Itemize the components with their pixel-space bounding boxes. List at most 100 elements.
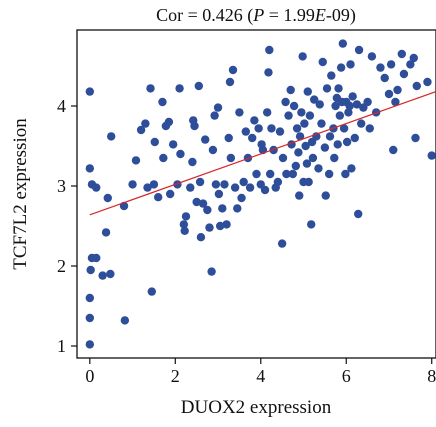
y-axis-label: TCF7L2 expression <box>10 118 31 270</box>
data-point <box>346 60 355 69</box>
data-point <box>85 313 95 323</box>
data-point <box>205 223 214 232</box>
data-point <box>347 164 356 173</box>
data-point <box>427 151 436 160</box>
data-point <box>333 140 342 149</box>
data-point <box>211 180 221 189</box>
x-tick-label: 2 <box>171 366 180 386</box>
data-point <box>222 220 231 229</box>
data-point <box>277 239 287 248</box>
data-point <box>317 119 326 128</box>
data-point <box>180 226 189 235</box>
data-point <box>318 57 327 67</box>
data-point <box>176 149 185 159</box>
x-axis-label: DUOX2 expression <box>181 397 332 418</box>
data-point <box>128 180 137 189</box>
data-point <box>273 177 283 187</box>
data-point <box>225 77 235 87</box>
data-point <box>298 52 307 61</box>
data-point <box>321 191 330 200</box>
data-point <box>278 153 288 163</box>
data-point <box>348 92 357 101</box>
data-point <box>224 133 233 143</box>
data-point <box>380 73 389 83</box>
data-point <box>391 97 400 107</box>
data-point <box>230 183 240 192</box>
data-point <box>282 169 291 179</box>
data-point <box>294 148 303 157</box>
data-point <box>159 153 168 163</box>
data-point <box>207 267 216 276</box>
data-point <box>397 49 407 59</box>
data-point <box>92 253 101 263</box>
data-point <box>308 153 318 163</box>
data-point <box>120 316 130 325</box>
data-point <box>210 111 219 120</box>
data-point <box>275 127 285 136</box>
data-point <box>201 135 210 144</box>
data-point <box>195 177 205 187</box>
data-point <box>292 124 302 133</box>
data-point <box>350 133 359 143</box>
data-point <box>260 185 270 195</box>
data-point <box>288 169 298 179</box>
x-tick-label: 8 <box>427 366 436 386</box>
data-point <box>106 269 115 279</box>
data-point <box>265 45 274 55</box>
data-point <box>389 145 398 155</box>
data-point <box>305 111 315 120</box>
data-point <box>203 205 212 215</box>
data-point <box>324 169 334 179</box>
data-point <box>241 127 251 136</box>
data-point <box>190 121 199 131</box>
y-tick-label: 1 <box>57 336 66 356</box>
data-point <box>154 193 163 202</box>
data-point <box>357 119 366 128</box>
data-point <box>365 124 374 133</box>
data-point <box>363 97 372 107</box>
data-point <box>228 65 238 75</box>
data-point <box>194 81 204 91</box>
data-point <box>342 137 352 147</box>
data-point <box>158 97 167 107</box>
data-point <box>344 108 353 117</box>
data-point <box>143 183 152 192</box>
title-prefix: Cor = 0.426 ( <box>156 5 253 26</box>
data-point <box>179 220 189 229</box>
data-point <box>248 133 257 143</box>
data-point <box>335 111 345 120</box>
data-point <box>196 233 206 242</box>
data-point <box>345 101 354 111</box>
data-point <box>295 132 305 141</box>
trend-line <box>89 91 436 216</box>
data-point <box>264 68 273 77</box>
data-point <box>188 157 197 167</box>
data-point <box>331 101 340 111</box>
data-point <box>147 287 156 296</box>
data-point <box>302 159 312 168</box>
data-point <box>239 177 248 187</box>
data-point <box>192 197 201 207</box>
data-point <box>86 265 95 275</box>
data-point <box>267 124 276 133</box>
data-point <box>339 124 349 133</box>
y-tick-label: 4 <box>57 96 66 116</box>
y-tick-label: 2 <box>57 256 66 276</box>
data-point <box>322 84 332 93</box>
data-point <box>399 69 409 79</box>
plot-frame <box>76 29 436 359</box>
data-point <box>168 140 178 149</box>
data-point <box>354 45 364 55</box>
data-point <box>136 125 146 135</box>
data-point <box>307 220 316 229</box>
data-point <box>181 212 191 221</box>
data-point <box>141 119 150 128</box>
y-axis-ticks: 1 2 3 4 <box>57 96 77 356</box>
chart-title: Cor = 0.426 (P = 1.99E-09) <box>156 5 356 26</box>
data-point <box>103 193 112 203</box>
data-point <box>327 71 336 80</box>
data-point <box>165 189 175 199</box>
data-point <box>289 101 299 111</box>
data-point <box>252 169 261 179</box>
